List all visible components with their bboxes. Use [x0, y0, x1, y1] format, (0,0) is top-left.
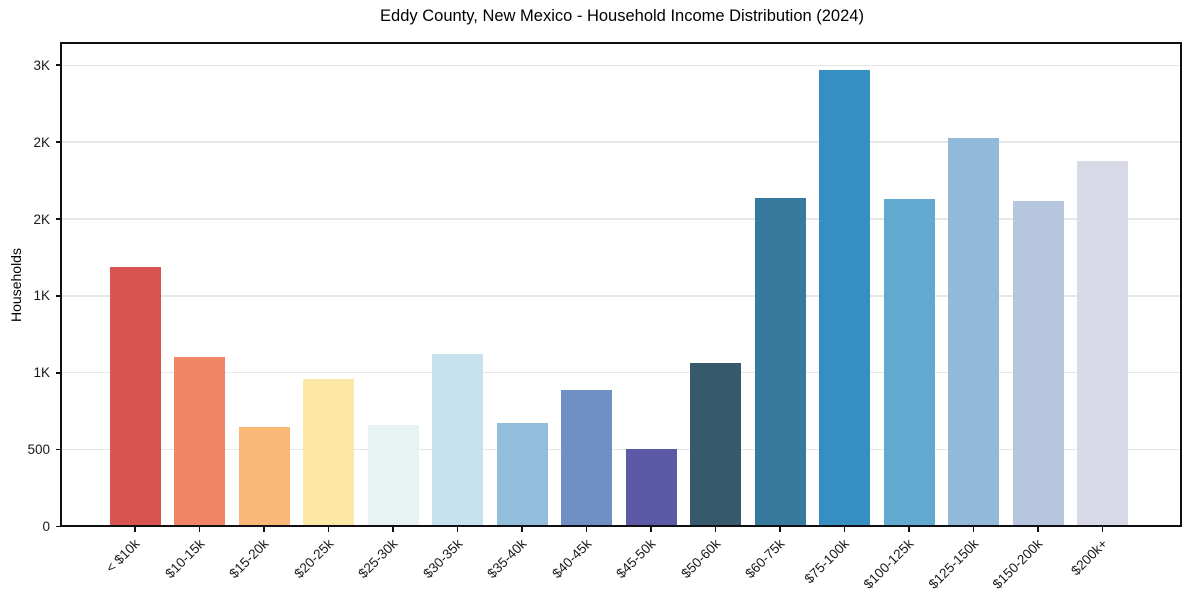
x-tick-label: $15-20k: [226, 535, 272, 581]
y-tick-label: 1K: [33, 288, 50, 304]
bar: [883, 199, 935, 527]
x-tick-label: $45-50k: [613, 535, 659, 581]
y-tick-mark: [56, 64, 62, 67]
gridline: [62, 218, 1182, 220]
x-tick-label: $100-125k: [860, 535, 917, 590]
y-tick-mark: [56, 371, 62, 374]
y-tick-label: 3K: [33, 57, 50, 73]
x-tick-mark: [521, 526, 523, 532]
bar: [496, 423, 548, 527]
x-tick-mark: [392, 526, 394, 532]
bar: [819, 69, 870, 527]
x-tick-mark: [1037, 526, 1039, 532]
x-tick-label: < $10k: [103, 535, 143, 576]
y-tick-mark: [56, 525, 62, 528]
x-tick-mark: [714, 526, 717, 532]
x-tick-label: $75-100k: [801, 535, 853, 586]
x-tick-mark: [908, 526, 910, 532]
bar: [561, 390, 612, 527]
x-tick-label: $35-40k: [484, 535, 530, 581]
x-tick-mark: [1101, 526, 1104, 532]
x-tick-mark: [650, 526, 652, 532]
gridline: [62, 448, 1182, 451]
bar: [303, 378, 354, 527]
x-tick-label: $125-150k: [925, 535, 982, 590]
x-tick-label: $150-200k: [989, 535, 1046, 590]
y-tick-label: 500: [27, 442, 50, 458]
x-tick-mark: [134, 526, 136, 532]
x-tick-mark: [972, 526, 975, 532]
x-tick-label: $20-25k: [290, 535, 337, 581]
y-axis-label: Households: [8, 248, 24, 322]
bar: [1077, 161, 1128, 527]
x-tick-mark: [327, 526, 330, 532]
x-tick-mark: [779, 526, 781, 532]
x-tick-mark: [585, 526, 588, 532]
x-tick-label: $25-30k: [355, 535, 401, 581]
x-tick-mark: [263, 526, 265, 532]
bar: [948, 138, 999, 527]
bar: [238, 426, 290, 527]
y-tick-mark: [56, 448, 62, 451]
y-tick-label: 1K: [33, 365, 50, 381]
x-tick-label: $200k+: [1067, 535, 1111, 578]
x-tick-label: $30-35k: [419, 535, 466, 581]
bar: [174, 357, 225, 527]
x-tick-label: $40-45k: [548, 535, 595, 581]
y-tick-label: 0: [42, 519, 50, 534]
y-tick-mark: [56, 141, 62, 143]
x-tick-mark: [843, 526, 846, 532]
gridline: [62, 141, 1182, 143]
chart-title: Eddy County, New Mexico - Household Inco…: [380, 7, 864, 25]
x-tick-mark: [198, 526, 201, 532]
y-tick-label: 2K: [33, 134, 50, 150]
y-tick-mark: [56, 218, 62, 220]
bar: [625, 448, 677, 527]
x-tick-label: $50-60k: [677, 535, 724, 581]
x-tick-mark: [456, 526, 459, 532]
bar: [690, 362, 741, 527]
gridline: [62, 372, 1182, 374]
x-tick-label: $10-15k: [161, 535, 208, 581]
bar: [432, 354, 483, 527]
bar: [109, 266, 161, 527]
bar: [754, 198, 806, 527]
bar: [367, 425, 419, 527]
gridline: [62, 64, 1182, 66]
y-tick-label: 2K: [33, 211, 50, 227]
gridline: [62, 295, 1182, 297]
y-tick-mark: [56, 295, 62, 297]
bar: [1012, 200, 1064, 527]
x-tick-label: $60-75k: [742, 535, 788, 581]
